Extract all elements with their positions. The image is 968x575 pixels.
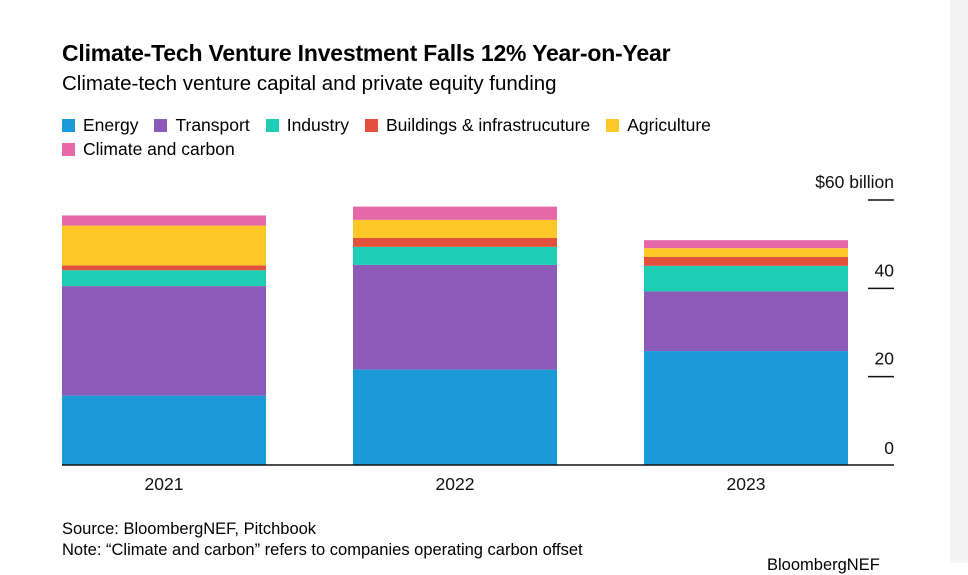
legend-item-industry: Industry (265, 115, 349, 135)
legend-swatch-agriculture (606, 118, 620, 132)
bar-2023-agriculture (644, 248, 848, 257)
legend-item-climate-carbon: Climate and carbon (62, 139, 235, 159)
legend-item-energy: Energy (62, 115, 138, 135)
y-tick-label-40: 40 (875, 260, 895, 280)
source-notes: Source: BloombergNEF, Pitchbook Note: “C… (62, 519, 583, 561)
bar-2022-energy (353, 369, 557, 465)
chart-subtitle: Climate-tech venture capital and private… (62, 72, 557, 95)
y-tick-label-20: 20 (875, 349, 895, 369)
bar-2023-industry (644, 265, 848, 292)
bar-2021-buildings-infrastrucuture (62, 265, 266, 271)
x-tick-label-2023: 2023 (727, 474, 766, 494)
bar-2021-climate-and-carbon (62, 215, 266, 226)
bar-2023-buildings-infrastrucuture (644, 256, 848, 266)
y-tick-label-0: 0 (884, 438, 894, 458)
stacked-bar-chart: 2021 2022 2023 0 20 40 $60 billion (62, 172, 895, 494)
legend-swatch-energy (62, 118, 75, 132)
legend-label-climate-carbon: Climate and carbon (83, 139, 235, 159)
legend-item-agriculture: Agriculture (606, 115, 711, 135)
bar-2022-industry (353, 246, 557, 265)
legend-swatch-climate-carbon (62, 142, 75, 156)
legend-label-buildings: Buildings & infrastrucuture (385, 115, 591, 135)
bar-2022-agriculture (353, 219, 557, 238)
note-text: Note: “Climate and carbon” refers to com… (62, 541, 583, 559)
bar-2021-energy (62, 395, 266, 465)
bar-2021-agriculture (62, 225, 266, 266)
bar-2023-energy (644, 351, 848, 465)
legend-item-buildings: Buildings & infrastrucuture (364, 115, 591, 135)
chart-title: Climate-Tech Venture Investment Falls 12… (62, 40, 671, 66)
legend-swatch-transport (154, 118, 168, 132)
bar-2023-climate-and-carbon (644, 240, 848, 249)
legend-swatch-industry (265, 118, 279, 132)
legend: Energy Transport Industry Buildings & in… (62, 115, 822, 159)
bar-2022-buildings-infrastrucuture (353, 237, 557, 247)
credit-text: BloombergNEF (767, 556, 880, 574)
x-tick-label-2022: 2022 (436, 474, 475, 494)
x-tick-label-2021: 2021 (145, 474, 184, 494)
y-tick-label-60: $60 billion (815, 172, 894, 192)
bar-2021-transport (62, 286, 266, 396)
legend-label-energy: Energy (83, 115, 139, 135)
legend-item-transport: Transport (154, 115, 250, 135)
legend-label-transport: Transport (175, 115, 250, 135)
right-margin-strip (950, 0, 968, 563)
bar-2022-transport (353, 264, 557, 370)
legend-swatch-buildings (364, 118, 378, 132)
legend-label-agriculture: Agriculture (627, 115, 711, 135)
bar-2023-transport (644, 291, 848, 352)
source-text: Source: BloombergNEF, Pitchbook (62, 520, 317, 538)
legend-label-industry: Industry (286, 115, 349, 135)
bar-2021-industry (62, 270, 266, 287)
bar-2022-climate-and-carbon (353, 206, 557, 220)
